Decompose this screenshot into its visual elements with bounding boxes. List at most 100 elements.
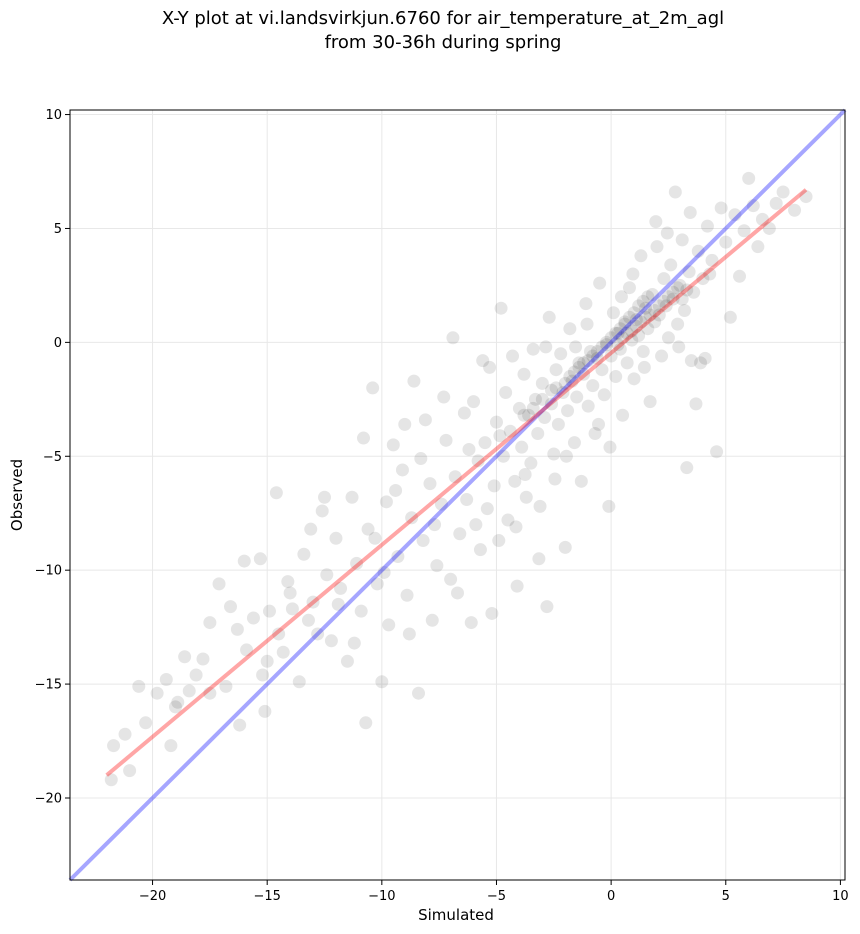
data-point [347,636,361,650]
data-point [311,627,325,641]
data-point [276,645,290,659]
data-point [788,203,802,217]
data-point [318,490,332,504]
data-point [586,349,600,363]
data-point [694,356,708,370]
data-point [503,424,517,438]
data-point [698,351,712,365]
data-point [203,686,217,700]
data-point [532,552,546,566]
data-point [673,278,687,292]
data-point [700,219,714,233]
plot-frame [69,109,846,881]
grid [70,110,845,880]
data-point [379,495,393,509]
x-tick-label: −10 [368,889,395,904]
data-point [494,301,508,315]
data-point [531,426,545,440]
data-point [611,338,625,352]
data-point [471,454,485,468]
data-point [164,739,178,753]
data-point [391,550,405,564]
data-point [315,504,329,518]
data-point [237,554,251,568]
data-point [425,613,439,627]
data-point [682,265,696,279]
x-tick-label: 0 [607,889,615,904]
data-point [719,235,733,249]
data-point [671,317,685,331]
y-tick-label: 5 [54,222,62,237]
data-point [627,372,641,386]
data-point [622,281,636,295]
data-point [402,627,416,641]
data-point [696,272,710,286]
data-point [572,356,586,370]
data-point [559,449,573,463]
data-point [253,552,267,566]
data-point [533,499,547,513]
data-point [620,326,634,340]
data-point [407,374,421,388]
data-point [492,534,506,548]
data-point [622,310,636,324]
data-point [132,679,146,693]
data-point [629,313,643,327]
data-point [641,290,655,304]
data-point [395,463,409,477]
data-point [535,376,549,390]
data-point [613,322,627,336]
data-point [558,376,572,390]
data-point [545,397,559,411]
data-point [595,363,609,377]
data-point [565,374,579,388]
data-point [203,616,217,630]
y-axis-ticks: −20 −15 −10 −5 0 5 10 [35,108,70,806]
data-point [666,285,680,299]
data-point [634,315,648,329]
data-point [139,716,153,730]
data-point [515,440,529,454]
data-point [281,575,295,589]
data-point [418,413,432,427]
data-point [375,675,389,689]
data-point [496,449,510,463]
data-point [652,299,666,313]
data-point [414,452,428,466]
data-point [547,447,561,461]
data-point [710,445,724,459]
data-point [666,292,680,306]
data-point [526,342,540,356]
data-point [627,306,641,320]
data-point [602,499,616,513]
data-point [483,360,497,374]
data-point [581,399,595,413]
data-point [636,344,650,358]
data-point [493,429,507,443]
data-point [583,344,597,358]
data-point [304,522,318,536]
data-point [212,577,226,591]
data-point [331,597,345,611]
data-point [508,474,522,488]
data-point [386,438,400,452]
data-point [603,440,617,454]
fit-line [105,188,808,777]
data-point [439,433,453,447]
data-point [171,695,185,709]
data-point [618,317,632,331]
data-point [258,704,272,718]
data-point [297,547,311,561]
data-point [423,477,437,491]
identity-line [68,108,847,882]
y-tick-label: 10 [45,108,62,123]
data-point [230,622,244,636]
data-point [246,611,260,625]
data-point [334,581,348,595]
data-point [626,267,640,281]
data-point [600,335,614,349]
data-point [446,331,460,345]
data-point [604,331,618,345]
data-point [361,522,375,536]
